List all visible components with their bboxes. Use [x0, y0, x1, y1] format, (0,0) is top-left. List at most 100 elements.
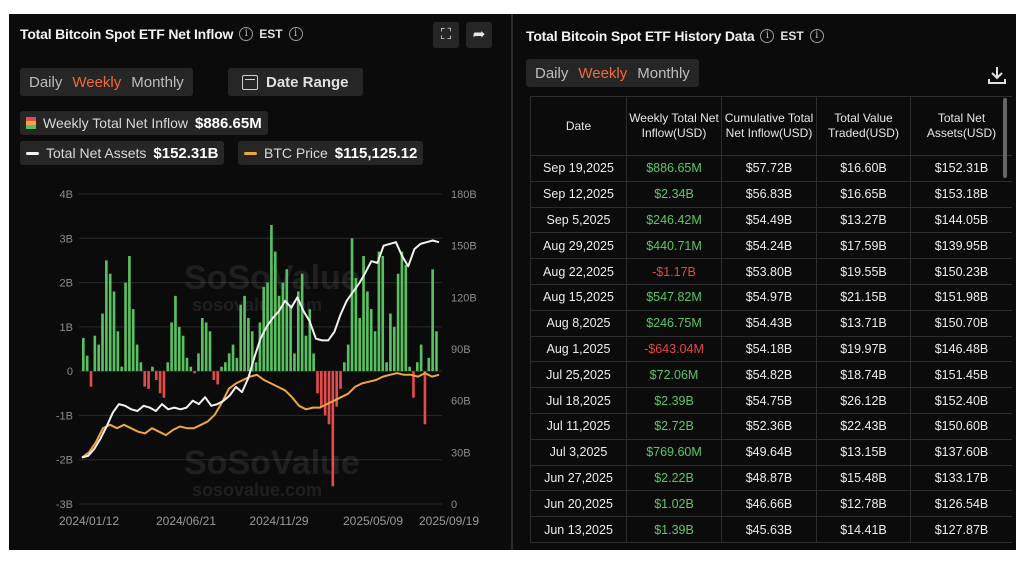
right-axis-tick-label: 180B: [451, 189, 477, 201]
cell-net-assets: $153.18B: [910, 181, 1012, 208]
line-swatch-icon: [26, 151, 39, 155]
table-row[interactable]: Jun 27,2025 $2.22B $48.87B $15.48B $133.17B: [530, 465, 1012, 492]
cell-value-traded: $26.12B: [816, 387, 911, 414]
cell-cumulative: $46.66B: [721, 490, 817, 518]
col-header-cumulative[interactable]: Cumulative Total Net Inflow(USD): [721, 96, 817, 156]
cell-date: Jun 13,2025: [530, 516, 627, 543]
cell-cumulative: $54.82B: [721, 361, 817, 389]
inflow-bar: [385, 362, 388, 372]
legend-btc-label: BTC Price: [264, 145, 328, 161]
legend-net-assets[interactable]: Total Net Assets $152.31B: [20, 141, 225, 165]
cell-value-traded: $13.27B: [816, 207, 911, 234]
left-axis-tick-label: 0: [67, 366, 73, 378]
inflow-bar: [339, 371, 342, 389]
inflow-bar: [147, 371, 150, 389]
left-period-tabs: Daily Weekly Monthly: [20, 68, 193, 96]
cell-cumulative: $54.97B: [721, 284, 817, 311]
table-row[interactable]: Jul 25,2025 $72.06M $54.82B $18.74B $151.45B: [530, 361, 1012, 389]
share-icon[interactable]: ➦: [466, 22, 492, 48]
table-row[interactable]: Aug 8,2025 $246.75M $54.43B $13.71B $150.70B: [530, 310, 1012, 337]
legend-btc-value: $115,125.12: [334, 144, 418, 162]
table-row[interactable]: Aug 29,2025 $440.71M $54.24B $17.59B $139.95…: [530, 232, 1012, 260]
history-table-container[interactable]: Date Weekly Total Net Inflow(USD) Cumula…: [530, 96, 1012, 548]
cell-weekly-inflow: $246.75M: [626, 310, 722, 337]
table-row[interactable]: Jun 20,2025 $1.02B $46.66B $12.78B $126.54B: [530, 490, 1012, 518]
cell-date: Jul 25,2025: [530, 361, 627, 389]
info-icon[interactable]: i: [239, 27, 254, 41]
download-icon[interactable]: [986, 64, 1008, 86]
inflow-bar: [193, 371, 196, 374]
table-row[interactable]: Sep 12,2025 $2.34B $56.83B $16.65B $153.18B: [530, 181, 1012, 208]
inflow-bar: [204, 322, 208, 372]
cell-date: Jul 3,2025: [530, 439, 627, 466]
inflow-bar: [381, 256, 385, 372]
tab-daily[interactable]: Daily: [29, 73, 63, 91]
inflow-bar: [273, 251, 277, 372]
table-row[interactable]: Jun 13,2025 $1.39B $45.63B $14.41B $127.87B: [530, 516, 1012, 543]
inflow-bar: [358, 318, 362, 372]
table-row[interactable]: Aug 22,2025 -$1.17B $53.80B $19.55B $150.23B: [530, 258, 1012, 285]
inflow-bar: [101, 313, 104, 372]
table-row[interactable]: Aug 1,2025 -$643.04M $54.18B $19.97B $146.48…: [530, 336, 1012, 363]
table-row[interactable]: Aug 15,2025 $547.82M $54.97B $21.15B $151.98…: [530, 284, 1012, 311]
tab-weekly[interactable]: Weekly: [72, 73, 122, 91]
inflow-bar: [212, 371, 216, 380]
cell-net-assets: $137.60B: [910, 439, 1012, 466]
col-header-weekly-inflow[interactable]: Weekly Total Net Inflow(USD): [626, 96, 722, 156]
inflow-bar: [404, 264, 408, 372]
inflow-bar: [108, 273, 112, 372]
cell-cumulative: $52.36B: [721, 413, 817, 440]
inflow-bar: [208, 331, 212, 372]
inflow-bar: [166, 362, 170, 372]
info-icon[interactable]: i: [288, 27, 303, 41]
history-table: Date Weekly Total Net Inflow(USD) Cumula…: [530, 96, 1012, 543]
col-header-date[interactable]: Date: [530, 96, 627, 156]
cell-net-assets: $139.95B: [910, 232, 1012, 260]
left-axis-tick-label: -2B: [56, 455, 73, 467]
tab-monthly[interactable]: Monthly: [637, 64, 690, 82]
inflow-bar: [331, 371, 335, 487]
legend-inflow-value: $886.65M: [195, 114, 262, 132]
inflow-bar: [89, 371, 93, 387]
col-header-net-assets[interactable]: Total Net Assets(USD): [910, 96, 1012, 156]
table-body: Sep 19,2025 $886.65M $57.72B $16.60B $152.31…: [530, 155, 1012, 543]
cell-cumulative: $54.49B: [721, 207, 817, 234]
cell-value-traded: $17.59B: [816, 232, 911, 260]
table-row[interactable]: Jul 18,2025 $2.39B $54.75B $26.12B $152.40B: [530, 387, 1012, 414]
inflow-bar: [239, 304, 243, 372]
cell-cumulative: $54.24B: [721, 232, 817, 260]
right-period-tabs: Daily Weekly Monthly: [526, 59, 699, 87]
tab-daily[interactable]: Daily: [535, 64, 569, 82]
table-row[interactable]: Sep 5,2025 $246.42M $54.49B $13.27B $144.05B: [530, 207, 1012, 234]
legend-btc-price[interactable]: BTC Price $115,125.12: [238, 141, 424, 165]
inflow-bar: [320, 371, 323, 407]
cell-cumulative: $48.87B: [721, 465, 817, 492]
table-row[interactable]: Sep 19,2025 $886.65M $57.72B $16.60B $152.31…: [530, 155, 1012, 182]
col-header-value-traded[interactable]: Total Value Traded(USD): [816, 96, 911, 156]
inflow-bar: [377, 251, 381, 372]
table-scrollbar[interactable]: [1003, 98, 1007, 178]
cell-weekly-inflow: $1.39B: [626, 516, 722, 543]
info-icon[interactable]: i: [809, 29, 824, 43]
right-axis-tick-label: 150B: [451, 241, 477, 253]
table-row[interactable]: Jul 3,2025 $769.60M $49.64B $13.15B $137.60B: [530, 439, 1012, 466]
inflow-bar: [170, 322, 173, 372]
date-range-label: Date Range: [266, 73, 349, 91]
cell-value-traded: $13.71B: [816, 310, 911, 337]
inflow-bar: [177, 326, 181, 372]
fullscreen-icon[interactable]: ⛶: [433, 22, 459, 48]
inflow-bar: [277, 295, 281, 372]
cell-weekly-inflow: $769.60M: [626, 439, 722, 466]
btc-price-line: [81, 372, 440, 459]
tab-monthly[interactable]: Monthly: [131, 73, 184, 91]
x-axis-tick-label: 2024/11/29: [249, 514, 308, 528]
tab-weekly[interactable]: Weekly: [578, 64, 628, 82]
cell-date: Aug 8,2025: [530, 310, 627, 337]
legend-assets-value: $152.31B: [153, 144, 219, 162]
info-icon[interactable]: i: [760, 29, 775, 43]
legend-inflow[interactable]: Weekly Total Net Inflow $886.65M: [20, 111, 268, 135]
date-range-button[interactable]: Date Range: [228, 68, 363, 96]
table-row[interactable]: Jul 11,2025 $2.72B $52.36B $22.43B $150.60B: [530, 413, 1012, 440]
net-inflow-panel: Total Bitcoin Spot ETF Net Inflow i EST …: [9, 14, 504, 550]
history-title-row: Total Bitcoin Spot ETF History Data i ES…: [526, 28, 824, 44]
